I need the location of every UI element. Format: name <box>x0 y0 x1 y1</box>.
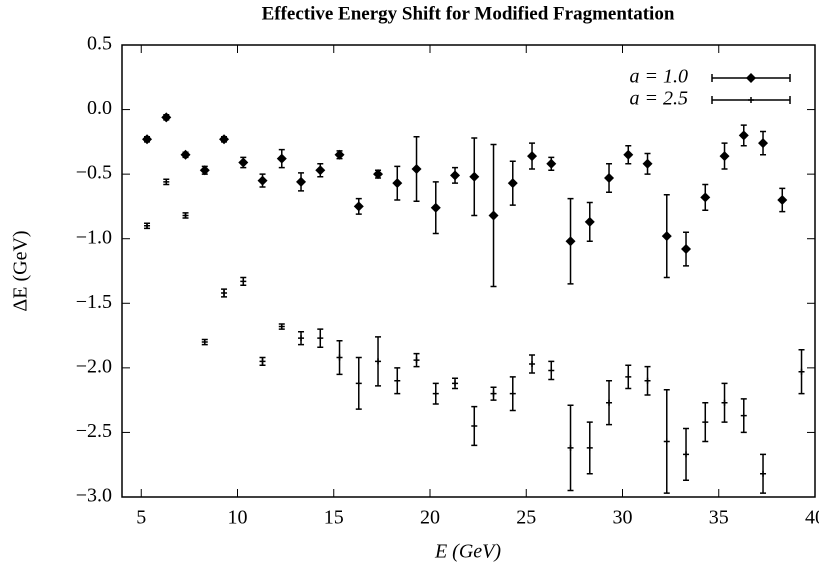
diamond-marker <box>238 157 249 168</box>
plus-marker <box>394 377 401 384</box>
diamond-marker <box>777 194 788 205</box>
plus-marker <box>644 377 651 384</box>
diamond-marker <box>746 73 756 83</box>
diamond-marker <box>642 158 653 169</box>
plus-marker <box>567 444 574 451</box>
plus-marker <box>586 444 593 451</box>
plus-marker <box>278 323 285 330</box>
diamond-marker <box>507 178 518 189</box>
plus-marker <box>606 399 613 406</box>
plus-marker <box>259 358 266 365</box>
plus-marker <box>298 335 305 342</box>
x-tick-label: 15 <box>324 507 344 529</box>
plus-marker <box>721 399 728 406</box>
diamond-marker <box>719 151 730 162</box>
diamond-marker <box>488 210 499 221</box>
x-axis-label: E (GeV) <box>434 541 501 563</box>
plus-marker <box>413 357 420 364</box>
diamond-marker <box>584 216 595 227</box>
diamond-marker <box>700 192 711 203</box>
plus-marker <box>375 358 382 365</box>
legend-label: a = 2.5 <box>630 88 689 110</box>
diamond-marker <box>392 178 403 189</box>
diamond-marker <box>180 149 191 160</box>
diamond-marker <box>315 165 326 176</box>
x-tick-label: 20 <box>420 507 440 529</box>
diamond-marker <box>334 149 345 160</box>
diamond-marker <box>257 175 268 186</box>
diamond-marker <box>411 163 422 174</box>
diamond-marker <box>469 171 480 182</box>
y-tick-label: −0.5 <box>76 162 112 184</box>
plus-marker <box>452 380 459 387</box>
plus-marker <box>683 451 690 458</box>
plus-marker <box>144 222 151 229</box>
plus-marker <box>163 178 170 185</box>
plot-frame <box>121 44 816 498</box>
y-tick-label: −1.0 <box>76 226 112 248</box>
y-tick-label: 0.5 <box>87 33 112 55</box>
x-tick-label: 40 <box>805 507 819 529</box>
plus-marker <box>355 380 362 387</box>
diamond-marker <box>565 236 576 247</box>
plus-marker <box>336 354 343 361</box>
plus-marker <box>702 419 709 426</box>
diamond-marker <box>296 176 307 187</box>
plus-marker <box>240 278 247 285</box>
plus-marker <box>432 390 439 397</box>
y-tick-label: −2.5 <box>76 420 112 442</box>
plus-marker <box>471 422 478 429</box>
diamond-marker <box>142 134 153 145</box>
plus-marker <box>625 373 632 380</box>
x-tick-label: 10 <box>228 507 248 529</box>
x-tick-label: 35 <box>709 507 729 529</box>
diamond-marker <box>353 201 364 212</box>
diamond-marker <box>373 169 384 180</box>
plus-marker <box>201 339 208 346</box>
diamond-marker <box>546 158 557 169</box>
diamond-marker <box>450 170 461 181</box>
plus-marker <box>490 390 497 397</box>
plus-marker <box>748 97 754 103</box>
diamond-marker <box>604 173 615 184</box>
y-tick-label: 0.0 <box>87 97 112 119</box>
plus-marker <box>798 368 805 375</box>
diamond-marker <box>758 138 769 149</box>
x-tick-label: 25 <box>516 507 536 529</box>
diamond-marker <box>623 149 634 160</box>
plus-marker <box>740 412 747 419</box>
plus-marker <box>760 470 767 477</box>
y-tick-label: −1.5 <box>76 291 112 313</box>
plot-area <box>142 112 805 494</box>
plus-marker <box>509 390 516 397</box>
y-tick-label: −3.0 <box>76 485 112 507</box>
diamond-marker <box>661 231 672 242</box>
diamond-marker <box>430 202 441 213</box>
diamond-marker <box>276 153 287 164</box>
plus-marker <box>529 360 536 367</box>
plus-marker <box>663 438 670 445</box>
diamond-marker <box>219 134 230 145</box>
plus-marker <box>317 335 324 342</box>
diamond-marker <box>738 130 749 141</box>
plus-marker <box>548 367 555 374</box>
y-tick-label: −2.0 <box>76 355 112 377</box>
diamond-marker <box>199 165 210 176</box>
x-tick-label: 30 <box>613 507 633 529</box>
diamond-marker <box>681 244 692 255</box>
diamond-marker <box>527 151 538 162</box>
plus-marker <box>221 289 228 296</box>
plus-marker <box>182 212 189 219</box>
x-tick-label: 5 <box>136 507 146 529</box>
legend-label: a = 1.0 <box>630 66 689 88</box>
y-axis-label: ΔE (GeV) <box>10 230 32 311</box>
chart-title: Effective Energy Shift for Modified Frag… <box>262 3 675 24</box>
diamond-marker <box>161 112 172 123</box>
